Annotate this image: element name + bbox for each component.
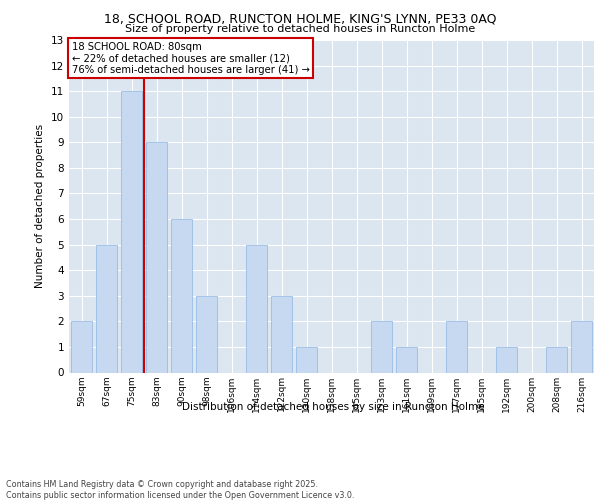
- Text: 18 SCHOOL ROAD: 80sqm
← 22% of detached houses are smaller (12)
76% of semi-deta: 18 SCHOOL ROAD: 80sqm ← 22% of detached …: [71, 42, 310, 75]
- Bar: [496, 347, 517, 372]
- Bar: [121, 91, 142, 372]
- Bar: [246, 244, 267, 372]
- Bar: [296, 347, 317, 372]
- Bar: [571, 322, 592, 372]
- Bar: [196, 296, 217, 372]
- Bar: [171, 219, 192, 372]
- Text: Size of property relative to detached houses in Runcton Holme: Size of property relative to detached ho…: [125, 24, 475, 34]
- Bar: [271, 296, 292, 372]
- Bar: [371, 322, 392, 372]
- Bar: [446, 322, 467, 372]
- Bar: [396, 347, 417, 372]
- Bar: [96, 244, 117, 372]
- Bar: [146, 142, 167, 372]
- Y-axis label: Number of detached properties: Number of detached properties: [35, 124, 46, 288]
- Text: 18, SCHOOL ROAD, RUNCTON HOLME, KING'S LYNN, PE33 0AQ: 18, SCHOOL ROAD, RUNCTON HOLME, KING'S L…: [104, 12, 496, 26]
- Text: Distribution of detached houses by size in Runcton Holme: Distribution of detached houses by size …: [182, 402, 484, 412]
- Bar: [71, 322, 92, 372]
- Bar: [546, 347, 567, 372]
- Text: Contains HM Land Registry data © Crown copyright and database right 2025.
Contai: Contains HM Land Registry data © Crown c…: [6, 480, 355, 500]
